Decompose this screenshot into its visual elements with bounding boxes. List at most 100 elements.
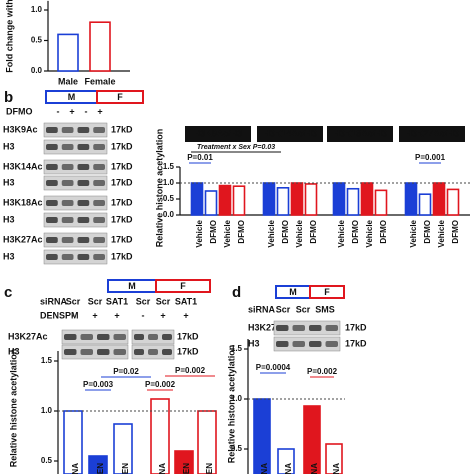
- blot-size: 17kD: [111, 234, 133, 244]
- bar: [432, 182, 446, 216]
- panel-label: c: [4, 284, 12, 301]
- blot-row-label: H3K14Ac: [3, 161, 43, 171]
- y-tick-label: 1.0: [31, 5, 43, 14]
- blot-band: [134, 349, 144, 355]
- blot-size: 17kD: [111, 161, 133, 171]
- annotation: P=0.02: [113, 367, 139, 376]
- blot-band: [64, 349, 77, 355]
- blot-band: [61, 217, 74, 223]
- y-axis-label: Relative histone acetylation: [226, 345, 236, 464]
- y-axis-label: Fold change with: [4, 0, 14, 73]
- blot-band: [148, 334, 158, 340]
- blot-row-label: H3: [3, 251, 15, 261]
- group-header: [327, 126, 393, 142]
- y-tick-label: 0.5: [163, 194, 175, 203]
- annotation: P=0.0004: [256, 363, 291, 372]
- blot-band: [325, 341, 338, 347]
- bar: [446, 188, 460, 216]
- blot-size: 17kD: [111, 141, 133, 151]
- bar: [218, 184, 232, 216]
- blot-image: [43, 212, 108, 228]
- blot-image: [43, 232, 108, 248]
- blot-row-label: H3: [8, 346, 20, 356]
- annotation: Treatment x Sex P=0.03: [197, 144, 275, 151]
- blot-size: 17kD: [345, 322, 367, 332]
- sign: -: [142, 310, 145, 320]
- condition: Scr: [296, 304, 311, 314]
- blot-band: [46, 200, 58, 206]
- blot-band: [61, 254, 74, 260]
- blot-band: [77, 200, 90, 206]
- y-tick-label: 0.5: [231, 444, 243, 453]
- bar: [304, 183, 318, 216]
- x-tick-label: Vehicle: [295, 219, 304, 247]
- bar: [113, 423, 133, 474]
- bar: [232, 185, 246, 216]
- blot-band: [276, 325, 289, 331]
- y-tick-label: 0.5: [31, 36, 43, 45]
- group-header-label: H3K14Ac/H3: [263, 128, 317, 138]
- x-tick-label: NA: [158, 463, 167, 474]
- condition: Scr: [276, 304, 291, 314]
- x-tick-label: DFMO: [351, 220, 360, 244]
- group-label: M: [289, 287, 297, 297]
- x-tick-label: Vehicle: [437, 219, 446, 247]
- group-box: [309, 285, 345, 299]
- bar: [360, 182, 374, 216]
- y-axis-label: Relative histone acetylation: [8, 349, 18, 468]
- blot-image: [43, 195, 108, 211]
- bar: [277, 448, 295, 474]
- sign: +: [97, 106, 102, 116]
- y-axis-label: Relative histone acetylation: [154, 129, 164, 248]
- blot-image: [43, 159, 108, 175]
- x-tick-label: Vehicle: [195, 219, 204, 247]
- x-tick-label: Vehicle: [365, 219, 374, 247]
- blot-image: [43, 139, 108, 155]
- blot-band: [61, 164, 74, 170]
- x-tick-label: DFMO: [451, 220, 460, 244]
- blot-size: 17kD: [111, 177, 133, 187]
- blot-band: [61, 144, 74, 150]
- group-label: M: [128, 281, 136, 291]
- y-tick-label: 1.0: [41, 406, 53, 415]
- x-tick-label: EN: [205, 463, 214, 474]
- condition: Scr: [88, 296, 103, 306]
- blot-image: [61, 329, 129, 345]
- blot-band: [93, 144, 105, 150]
- blot-band: [61, 200, 74, 206]
- blot-band: [61, 127, 74, 133]
- panel-label: d: [232, 284, 241, 301]
- treatment-label: DENSPM: [40, 310, 79, 320]
- panel-label: b: [4, 89, 13, 106]
- x-tick-label: DFMO: [309, 220, 318, 244]
- x-tick-label: Vehicle: [267, 219, 276, 247]
- condition: Scr: [156, 296, 171, 306]
- sign: -: [72, 310, 75, 320]
- blot-band: [46, 180, 58, 186]
- blot-size: 17kD: [111, 197, 133, 207]
- sign: +: [114, 310, 119, 320]
- annotation: P=0.002: [145, 380, 176, 389]
- blot-row-label: H3: [248, 338, 260, 348]
- blot-band: [93, 200, 105, 206]
- group-label: M: [68, 92, 76, 102]
- condition: Scr: [66, 296, 81, 306]
- blot-band: [46, 217, 58, 223]
- group-header-label: H3K9Ac/H3: [194, 128, 243, 138]
- blot-row-label: H3K27Ac: [8, 331, 48, 341]
- bar: [204, 190, 218, 216]
- x-tick-label: NA: [71, 463, 80, 474]
- group-label: F: [180, 281, 186, 291]
- group-header-label: H3K27Ac/H3: [405, 128, 459, 138]
- x-tick-label: Vehicle: [337, 219, 346, 247]
- x-tick-label: DFMO: [423, 220, 432, 244]
- blot-row-label: H3: [3, 177, 15, 187]
- y-tick-label: 1.0: [163, 178, 175, 187]
- treatment-label: DFMO: [6, 106, 33, 116]
- blot-band: [80, 349, 93, 355]
- blot-band: [46, 164, 58, 170]
- annotation: P=0.001: [415, 153, 446, 162]
- x-tick-label: Female: [84, 76, 115, 86]
- blot-band: [93, 217, 105, 223]
